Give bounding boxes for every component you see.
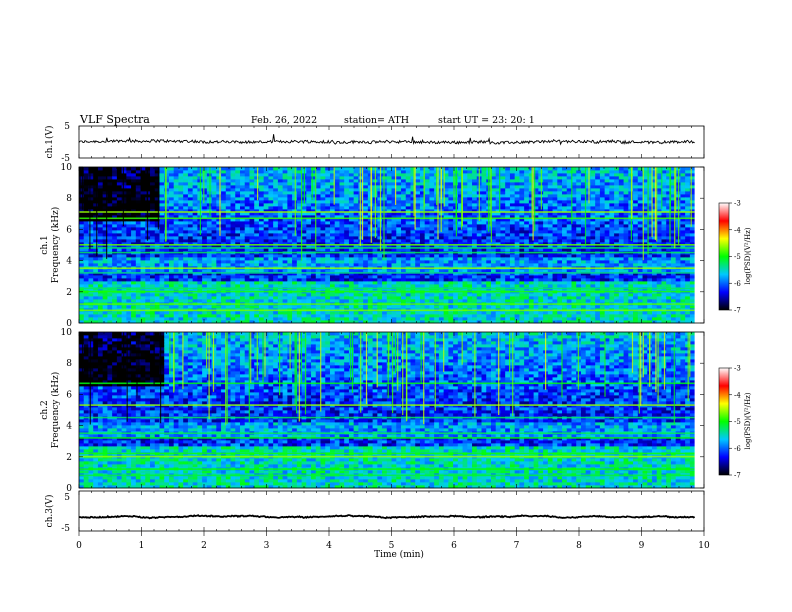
x-tick-label: 8 xyxy=(576,541,582,551)
frequency-tick-label: 2 xyxy=(66,288,72,298)
frequency-tick-label: 8 xyxy=(66,359,72,369)
ch1-waveform-panel: 5 -5 ch.1(V) xyxy=(44,122,705,164)
frequency-tick-label: 4 xyxy=(66,257,72,267)
x-tick-label: 0 xyxy=(76,541,82,551)
colorbar-tick-label: -6 xyxy=(734,280,741,288)
x-tick-label: 10 xyxy=(698,541,710,551)
ch1-spectrogram-ylabel-b: Frequency (kHz) xyxy=(50,207,61,284)
frequency-tick-label: 6 xyxy=(66,225,72,235)
x-tick-label: 2 xyxy=(201,541,207,551)
colorbar-ch2-label: log(PSD)(V²/Hz) xyxy=(744,392,752,449)
station-label: station= ATH xyxy=(344,115,409,126)
colorbar-ch1: -3 -4 -5 -6 -7 log(PSD)(V²/Hz) xyxy=(718,200,752,315)
x-tick-label: 5 xyxy=(389,541,395,551)
ch3-waveform-line xyxy=(78,514,696,520)
x-tick-label: 1 xyxy=(139,541,145,551)
figure-title: VLF Spectra xyxy=(79,113,150,126)
colorbar-tick-label: -3 xyxy=(734,200,741,208)
ch3-waveform-panel: 5 -5 ch.3(V) xyxy=(44,490,705,534)
colorbar-tick-label: -7 xyxy=(734,472,741,480)
x-tick-label: 9 xyxy=(639,541,645,551)
frequency-tick-label: 0 xyxy=(66,319,72,329)
frequency-tick-label: 6 xyxy=(66,390,72,400)
colorbar-tick-label: -4 xyxy=(734,226,741,234)
frequency-tick-label: 8 xyxy=(66,194,72,204)
colorbar-tick-label: -6 xyxy=(734,445,741,453)
ch1-spectrogram-panel: 10 8 6 4 2 0 ch.1 Frequency (kHz) xyxy=(40,163,705,329)
ch1-waveform-line xyxy=(78,134,695,146)
frequency-tick-label: 10 xyxy=(61,163,73,173)
x-tick-label: 7 xyxy=(514,541,520,551)
ch1-ytick-bottom: -5 xyxy=(61,154,70,164)
frequency-tick-label: 0 xyxy=(66,484,72,494)
colorbar-tick-label: -5 xyxy=(734,418,741,426)
x-axis-tick-labels: 0 1 2 3 4 5 6 7 8 9 10 xyxy=(76,531,710,551)
ch1-waveform-ylabel: ch.1(V) xyxy=(44,126,55,159)
ch1-ytick-top: 5 xyxy=(64,122,70,132)
colorbar-tick-label: -5 xyxy=(734,253,741,261)
colorbar-ch1-label: log(PSD)(V²/Hz) xyxy=(744,227,752,284)
ch3-ytick-bottom: -5 xyxy=(61,524,70,534)
x-axis-label: Time (min) xyxy=(374,549,424,560)
frequency-tick-label: 2 xyxy=(66,453,72,463)
ch2-spectrogram-ylabel-a: ch.2 xyxy=(40,400,50,419)
ch3-waveform-ylabel: ch.3(V) xyxy=(44,495,55,528)
ch2-spectrogram-ylabel-b: Frequency (kHz) xyxy=(50,372,61,449)
frequency-tick-label: 10 xyxy=(61,328,73,338)
colorbar-ch2: -3 -4 -5 -6 -7 log(PSD)(V²/Hz) xyxy=(718,365,752,480)
x-tick-label: 3 xyxy=(264,541,270,551)
x-tick-label: 6 xyxy=(451,541,457,551)
colorbar-tick-label: -3 xyxy=(734,365,741,373)
x-tick-label: 4 xyxy=(326,541,332,551)
start-time-label: start UT = 23: 20: 1 xyxy=(438,115,535,126)
colorbar-tick-label: -4 xyxy=(734,391,741,399)
ch2-spectrogram-panel: 10 8 6 4 2 0 ch.2 Frequency (kHz) xyxy=(40,328,705,494)
ch2-spectrogram-heatmap xyxy=(79,332,704,489)
date-label: Feb. 26, 2022 xyxy=(251,115,317,126)
colorbar-tick-label: -7 xyxy=(734,307,741,315)
ch1-spectrogram-ylabel-a: ch.1 xyxy=(40,235,50,254)
ch1-spectrogram-heatmap xyxy=(79,167,704,324)
frequency-tick-label: 4 xyxy=(66,422,72,432)
ch3-ytick-top: 5 xyxy=(64,493,70,503)
